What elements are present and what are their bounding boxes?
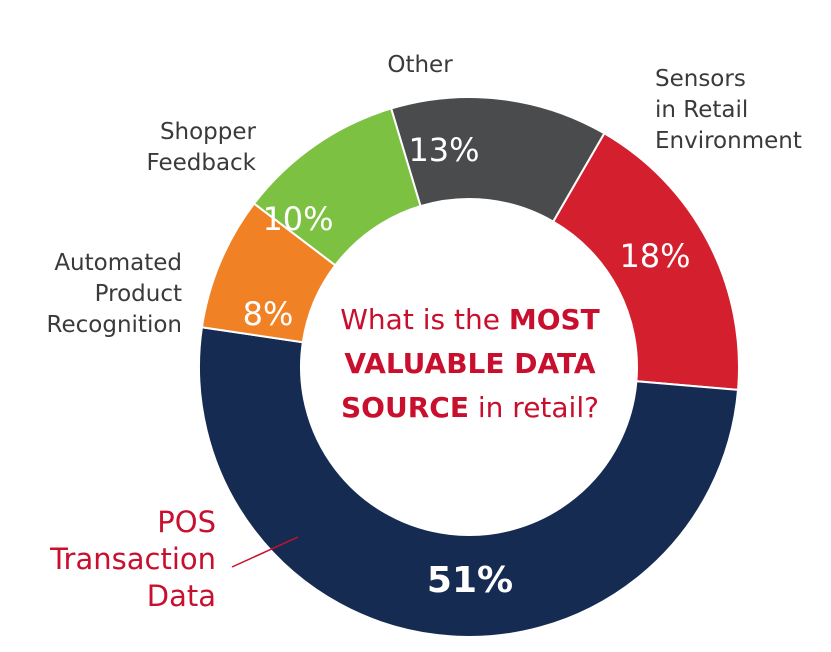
center-text-1: What is the: [340, 303, 509, 336]
center-text-2: in retail?: [468, 391, 599, 424]
center-bold-1: MOST: [508, 303, 600, 336]
label-sensors: Sensors in Retail Environment: [655, 64, 802, 157]
slice-pos-transaction-data: [198, 326, 740, 638]
label-automated-product-recognition: Automated Product Recognition: [20, 248, 182, 341]
pos-leader-line: [231, 536, 299, 568]
percent-label-automated-product-recognition: 8%: [243, 295, 294, 333]
center-bold-3: SOURCE: [341, 391, 469, 424]
slice-group: [198, 96, 740, 638]
percent-label-pos-transaction-data: 51%: [427, 560, 513, 601]
label-pos-line-2: Transaction: [50, 542, 216, 576]
slice-sensors-in-retail-environment: [551, 131, 740, 391]
percent-label-sensors-in-retail-environment: 18%: [619, 237, 690, 275]
center-question: What is the MOST VALUABLE DATA SOURCE in…: [320, 298, 620, 430]
label-shopper-line-2: Feedback: [146, 150, 256, 176]
label-sensors-line-3: Environment: [655, 128, 802, 154]
label-other: Other: [380, 50, 460, 81]
label-apr-line-2: Product: [94, 281, 182, 307]
label-sensors-line-2: in Retail: [655, 97, 749, 123]
label-other-line-1: Other: [387, 52, 453, 78]
percent-label-other: 13%: [408, 131, 479, 169]
label-sensors-line-1: Sensors: [655, 66, 746, 92]
label-shopper-line-1: Shopper: [159, 119, 256, 145]
center-bold-2: VALUABLE DATA: [344, 347, 596, 380]
percent-label-group: 18% 51% 8% 10% 13%: [243, 131, 691, 601]
label-shopper-feedback: Shopper Feedback: [110, 117, 256, 179]
label-apr-line-1: Automated: [54, 250, 182, 276]
percent-label-shopper-feedback: 10%: [262, 200, 333, 238]
label-apr-line-3: Recognition: [46, 312, 182, 338]
label-pos-line-3: Data: [146, 579, 216, 613]
slice-other: [389, 96, 606, 223]
label-pos-line-1: POS: [157, 505, 216, 539]
label-pos-transaction-data: POS Transaction Data: [30, 504, 216, 615]
